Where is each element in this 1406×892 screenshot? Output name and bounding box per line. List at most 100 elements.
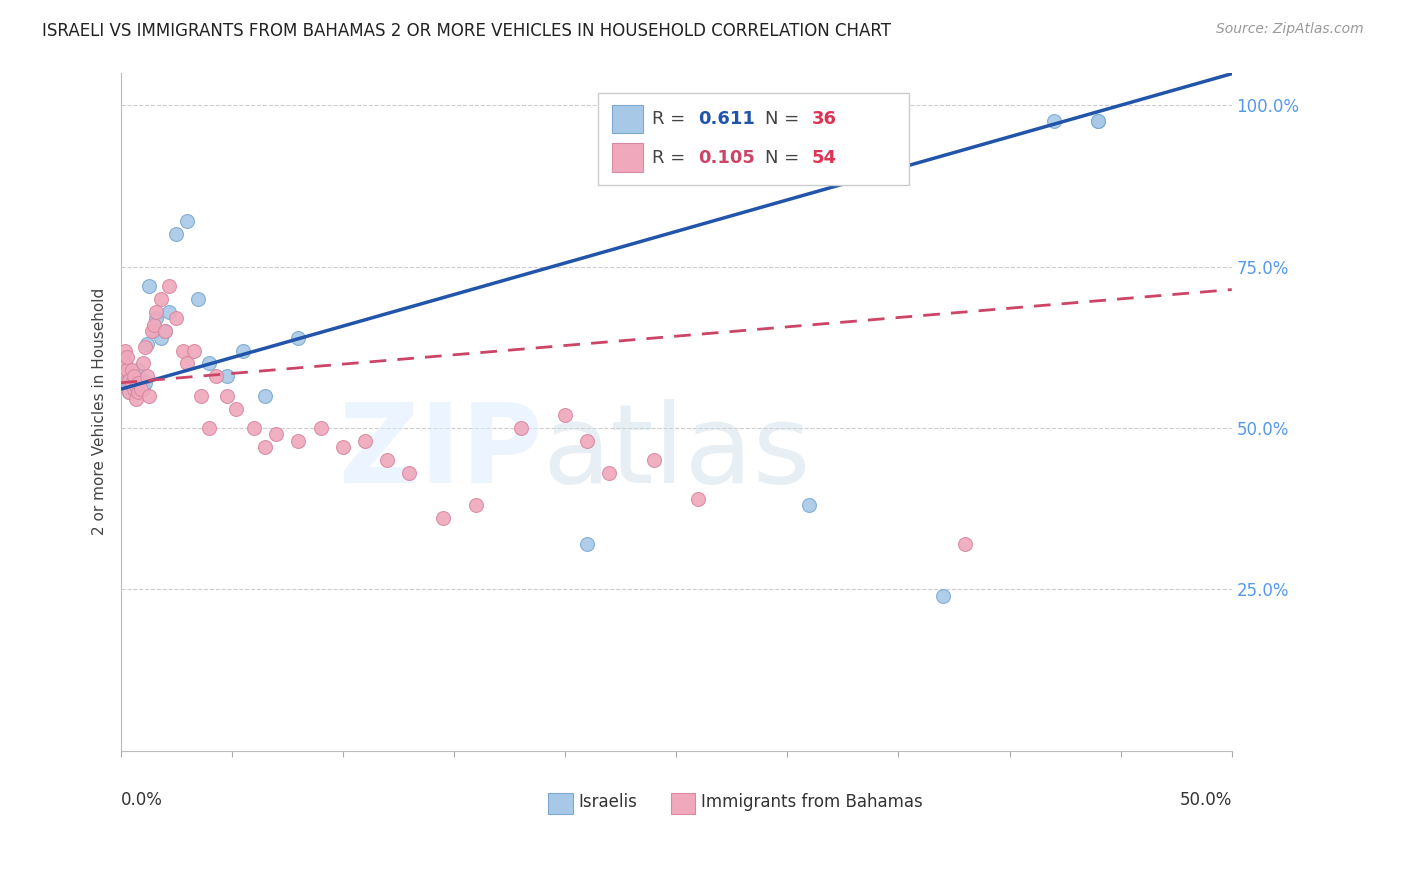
Point xyxy=(190,389,212,403)
Point xyxy=(122,369,145,384)
Point xyxy=(172,343,194,358)
Text: 0.611: 0.611 xyxy=(699,110,755,128)
Bar xyxy=(671,793,695,814)
Bar xyxy=(612,144,643,172)
Bar xyxy=(548,793,572,814)
Point xyxy=(111,363,134,377)
Point xyxy=(121,376,143,390)
Point xyxy=(1087,114,1109,128)
Point xyxy=(138,389,160,403)
Text: ISRAELI VS IMMIGRANTS FROM BAHAMAS 2 OR MORE VEHICLES IN HOUSEHOLD CORRELATION C: ISRAELI VS IMMIGRANTS FROM BAHAMAS 2 OR … xyxy=(42,22,891,40)
Point xyxy=(114,343,136,358)
Point xyxy=(576,434,599,448)
Point xyxy=(217,389,239,403)
Point xyxy=(142,324,165,338)
Point xyxy=(141,324,163,338)
Point xyxy=(232,343,254,358)
Point xyxy=(465,499,488,513)
Point xyxy=(598,466,620,480)
Point xyxy=(554,408,576,422)
Point xyxy=(375,453,398,467)
Point xyxy=(134,376,156,390)
Text: N =: N = xyxy=(765,110,806,128)
Point xyxy=(176,356,198,370)
Point xyxy=(129,382,152,396)
Point xyxy=(225,401,247,416)
Point xyxy=(114,366,136,380)
Text: R =: R = xyxy=(652,110,690,128)
Point xyxy=(121,363,143,377)
Point xyxy=(134,340,156,354)
Point xyxy=(145,305,167,319)
Point xyxy=(127,385,149,400)
Point xyxy=(132,373,155,387)
Point xyxy=(198,356,221,370)
Point xyxy=(132,356,155,370)
Point xyxy=(122,369,145,384)
Point xyxy=(264,427,287,442)
Point xyxy=(138,279,160,293)
Point xyxy=(118,385,141,400)
Point xyxy=(432,511,454,525)
Point xyxy=(153,324,176,338)
Point xyxy=(114,359,136,374)
Point xyxy=(176,214,198,228)
Point xyxy=(111,350,134,364)
Point xyxy=(205,369,228,384)
Point xyxy=(132,382,155,396)
Point xyxy=(115,382,138,396)
Point xyxy=(932,589,955,603)
Point xyxy=(1043,114,1066,128)
Point xyxy=(115,363,138,377)
Point xyxy=(799,499,821,513)
Point xyxy=(118,385,141,400)
Point xyxy=(253,389,276,403)
Point xyxy=(332,440,354,454)
Point xyxy=(253,440,276,454)
Point xyxy=(217,369,239,384)
Point xyxy=(576,537,599,551)
Point xyxy=(198,421,221,435)
Y-axis label: 2 or more Vehicles in Household: 2 or more Vehicles in Household xyxy=(93,288,107,535)
Point xyxy=(354,434,377,448)
Point xyxy=(127,376,149,390)
Text: 36: 36 xyxy=(811,110,837,128)
Point xyxy=(153,324,176,338)
Point xyxy=(287,434,309,448)
Text: 50.0%: 50.0% xyxy=(1180,791,1232,809)
Point xyxy=(157,305,180,319)
Point xyxy=(183,343,205,358)
Point xyxy=(688,491,710,506)
Point xyxy=(309,421,332,435)
Point xyxy=(145,311,167,326)
Point xyxy=(118,373,141,387)
Point xyxy=(1087,114,1109,128)
Text: ZIP: ZIP xyxy=(339,399,543,506)
Text: R =: R = xyxy=(652,149,690,167)
Text: 54: 54 xyxy=(811,149,837,167)
Point xyxy=(953,537,976,551)
Point xyxy=(509,421,531,435)
Point xyxy=(115,350,138,364)
Point xyxy=(125,382,148,396)
Text: N =: N = xyxy=(765,149,806,167)
Point xyxy=(165,311,187,326)
Text: Israelis: Israelis xyxy=(578,792,637,811)
Point xyxy=(165,227,187,242)
Point xyxy=(142,318,165,332)
Point xyxy=(136,369,159,384)
Point xyxy=(115,373,138,387)
Point xyxy=(187,292,209,306)
Point xyxy=(122,382,145,396)
Point xyxy=(149,330,172,344)
Text: 0.0%: 0.0% xyxy=(121,791,163,809)
Point xyxy=(111,373,134,387)
Point xyxy=(129,379,152,393)
Point xyxy=(125,379,148,393)
FancyBboxPatch shape xyxy=(599,94,910,185)
Bar xyxy=(612,105,643,133)
Point xyxy=(121,376,143,390)
Point xyxy=(287,330,309,344)
Point xyxy=(125,392,148,406)
Point xyxy=(114,356,136,370)
